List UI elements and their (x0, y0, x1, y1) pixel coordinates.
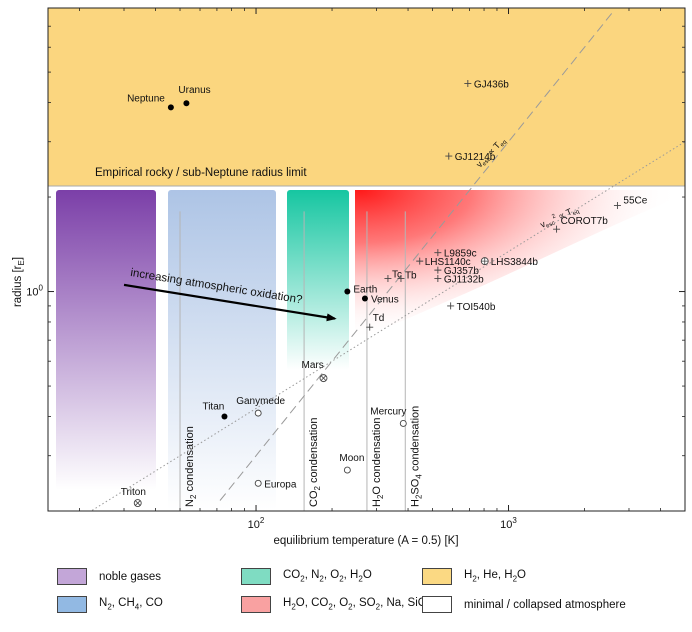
plot-frame (47, 7, 686, 512)
condensation-label: H2SO4 condensation (409, 406, 423, 507)
point-europa: Europa (254, 479, 297, 490)
marker-filled (221, 413, 228, 420)
point-gj1214b: GJ1214b (445, 152, 496, 163)
marker-plus (384, 275, 392, 283)
co2-region (287, 190, 349, 370)
marker-filled (183, 100, 190, 107)
marker-filled (344, 288, 351, 295)
axis-ticks: 102 103 100 (26, 8, 685, 531)
point-corot7b: COROT7b (553, 216, 608, 233)
escape-line-dotted (90, 141, 685, 511)
marker-plus (434, 275, 442, 283)
point-gj1132b: GJ1132b (434, 275, 484, 286)
marker-plus (434, 249, 442, 257)
h2o-region (355, 190, 683, 340)
marker-filled (167, 104, 174, 111)
point-label: Uranus (178, 85, 210, 96)
point-label: Earth (353, 285, 377, 296)
point-label: Triton (121, 487, 146, 498)
escape-line-dashed (219, 11, 614, 501)
point-label: COROT7b (561, 216, 609, 227)
point-label: Neptune (127, 93, 165, 104)
x-tick-label: 102 (248, 516, 265, 531)
point-label: GJ357b (444, 266, 479, 277)
radius-limit-label: Empirical rocky / sub-Neptune radius lim… (95, 167, 307, 179)
marker-filled (361, 295, 368, 302)
point-label: Mars (301, 360, 323, 371)
point-label: 55Ce (623, 195, 647, 206)
point-earth: Earth (344, 285, 377, 296)
point-tc: Tc (384, 270, 402, 283)
point-label: LHS3844b (491, 257, 539, 268)
point-label: Ganymede (236, 396, 285, 407)
point-td: Td (366, 313, 384, 331)
point-lhs1140c: LHS1140c (416, 257, 471, 268)
point-label: Venus (371, 295, 399, 306)
point-label: Td (373, 313, 385, 324)
condensation-label: CO2 condensation (308, 418, 322, 507)
point-l9859c: L9859c (434, 249, 477, 260)
marker-plus (397, 275, 405, 283)
point-label: GJ1132b (444, 275, 484, 286)
point-label: GJ436b (474, 79, 509, 90)
point-label: Europa (264, 479, 297, 490)
marker-open (254, 479, 262, 487)
noble-region (56, 190, 156, 490)
point-ganymede: Ganymede (236, 396, 286, 417)
condensation-label: H2O condensation (371, 418, 385, 507)
point-titan: Titan (202, 401, 228, 420)
point-moon: Moon (339, 453, 364, 474)
point-mars: Mars (301, 360, 328, 383)
condensation-label: N2 condensation (184, 426, 198, 507)
point-label: GJ1214b (455, 152, 496, 163)
point-lhs3844b: LHS3844b (480, 257, 539, 268)
escape-lines (90, 11, 685, 511)
point-gj357b: GJ357b (434, 266, 479, 277)
point-triton: Triton (121, 487, 146, 508)
point-label: Tb (405, 271, 417, 282)
condensation-lines: N2 condensation CO2 condensation H2O conde… (179, 211, 423, 511)
point-label: LHS1140c (425, 257, 471, 268)
point-toi540b: TOI540b (447, 302, 496, 313)
point-label: Tc (392, 270, 402, 281)
marker-open (343, 466, 351, 474)
point-neptune: Neptune (127, 93, 174, 111)
marker-plus (434, 266, 442, 274)
x-tick-label: 103 (500, 516, 517, 531)
marker-plus (464, 79, 472, 87)
marker-open (399, 420, 407, 427)
point-55ce: 55Ce (613, 195, 648, 209)
marker-plus (613, 201, 621, 209)
marker-plus (445, 152, 453, 160)
point-uranus: Uranus (178, 85, 211, 107)
h2-region (48, 8, 685, 186)
point-label: Titan (202, 401, 224, 412)
x-axis-label: equilibrium temperature (A = 0.5) [K] (273, 535, 458, 547)
oxidation-arrow (123, 283, 337, 322)
point-label: Mercury (370, 406, 406, 417)
point-label: Moon (339, 453, 364, 464)
point-venus: Venus (361, 295, 399, 306)
marker-open (254, 409, 262, 417)
data-points: Neptune Uranus GJ436b GJ1214b 55Ce COROT7b L98… (121, 79, 648, 508)
point-mercury: Mercury (370, 406, 407, 427)
point-gj436b: GJ436b (464, 79, 509, 90)
point-label: TOI540b (457, 302, 496, 313)
y-axis-label: radius [rE] (12, 257, 26, 307)
marker-plus (416, 257, 424, 265)
n2-region (168, 190, 276, 510)
marker-plus (553, 225, 561, 233)
point-tb: Tb (397, 271, 417, 283)
marker-plus (366, 323, 374, 331)
point-label: L9859c (444, 249, 477, 260)
marker-plus (447, 302, 455, 310)
y-tick-label: 100 (26, 284, 43, 299)
